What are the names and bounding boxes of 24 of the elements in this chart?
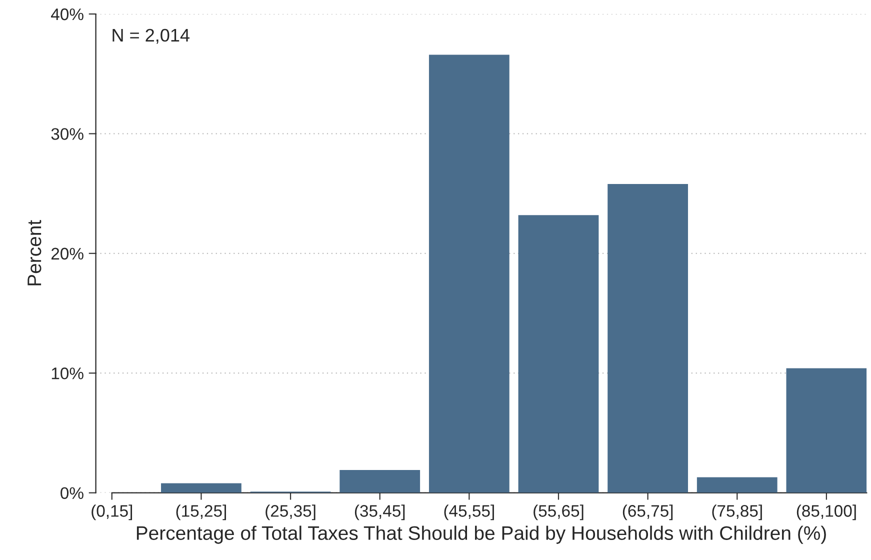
x-tick-label: (85,100]: [796, 504, 856, 520]
x-axis-title: Percentage of Total Taxes That Should be Paid by Households with Children (%): [136, 526, 826, 544]
y-tick-label: 40%: [51, 8, 84, 20]
y-tick-label: 10%: [52, 368, 84, 380]
x-tick-label: (45,55]: [444, 504, 494, 520]
y-tick-label: 0%: [60, 487, 84, 500]
annotation: N = 2,014: [112, 28, 190, 44]
x-tick-label: (15,25]: [176, 504, 226, 520]
x-tick-label: (0,15]: [92, 504, 132, 520]
bar: [608, 184, 688, 493]
x-tick-label: (25,35]: [266, 504, 316, 520]
x-tick-label: (35,45]: [354, 504, 405, 520]
bar: [340, 470, 420, 493]
x-tick-label: (55,65]: [534, 504, 584, 520]
y-axis-title: Percent: [28, 220, 42, 286]
bar: [696, 477, 778, 493]
y-tick-label: 30%: [51, 128, 84, 140]
bar: [786, 368, 867, 493]
x-tick-label: (65,75]: [622, 504, 673, 520]
bar: [518, 215, 599, 493]
bar: [428, 54, 510, 493]
bar: [161, 483, 242, 493]
x-tick-label: (75,85]: [712, 504, 762, 520]
y-tick-label: 20%: [51, 248, 84, 260]
